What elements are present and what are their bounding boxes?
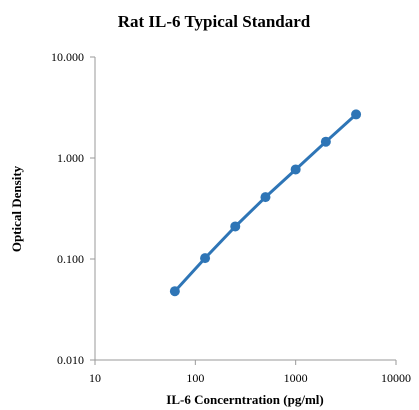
data-point: [351, 109, 362, 120]
y-tick-label: 0.100: [57, 252, 84, 266]
data-point: [200, 253, 211, 264]
x-tick-label: 1000: [284, 371, 308, 385]
data-point: [290, 164, 301, 175]
x-tick-label: 10: [89, 371, 101, 385]
chart-title: Rat IL-6 Typical Standard: [118, 12, 311, 31]
x-axis-ticks: 10 100 1000 10000: [89, 360, 411, 385]
y-tick-label: 0.010: [57, 353, 84, 367]
y-tick-label: 1.000: [57, 151, 84, 165]
x-axis-title: IL-6 Concerntration (pg/ml): [166, 392, 323, 407]
x-tick-label: 10000: [381, 371, 411, 385]
data-point: [169, 286, 180, 297]
x-tick-label: 100: [186, 371, 204, 385]
y-axis-title: Optical Density: [9, 165, 24, 252]
y-axis-ticks: 0.010 0.100 1.000 10.000: [51, 50, 95, 367]
y-tick-label: 10.000: [51, 50, 84, 64]
data-point: [320, 136, 331, 147]
data-point: [230, 221, 241, 232]
series-layer: [169, 109, 362, 297]
data-point: [260, 192, 271, 203]
